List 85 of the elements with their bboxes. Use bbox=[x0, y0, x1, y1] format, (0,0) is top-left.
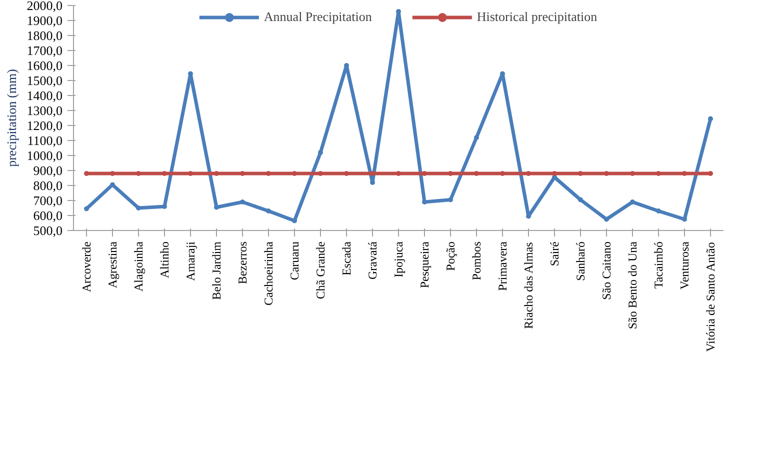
point bbox=[162, 171, 167, 176]
point bbox=[448, 197, 453, 202]
x-tick-label: Venturosa bbox=[678, 240, 692, 290]
x-tick-label: Pombos bbox=[470, 241, 484, 280]
y-tick-label: 1200,0 bbox=[26, 118, 62, 133]
legend-label: Annual Precipitation bbox=[264, 9, 372, 25]
x-tick-label: Riacho das Almas bbox=[522, 242, 536, 329]
x-tick-label: Alagoinha bbox=[132, 240, 146, 292]
point bbox=[474, 171, 479, 176]
point bbox=[266, 171, 271, 176]
x-tick-label: Sairé bbox=[548, 242, 562, 266]
point bbox=[656, 208, 661, 214]
y-tick-label: 2000,0 bbox=[26, 0, 62, 13]
point bbox=[448, 171, 453, 176]
y-tick-label: 900,0 bbox=[33, 163, 62, 178]
point bbox=[292, 218, 297, 224]
point bbox=[578, 171, 583, 176]
y-tick-label: 700,0 bbox=[33, 193, 62, 208]
point bbox=[708, 116, 713, 122]
y-tick-label: 1800,0 bbox=[26, 28, 62, 43]
point bbox=[162, 204, 167, 209]
x-tick-label: Poção bbox=[444, 242, 458, 271]
point bbox=[708, 171, 713, 176]
x-tick-label: Tacaimbó bbox=[652, 242, 666, 289]
y-axis-title: precipitation (mm) bbox=[4, 69, 19, 167]
point bbox=[188, 171, 193, 176]
x-tick-label: Cachoeirinha bbox=[262, 240, 276, 306]
x-tick-label: Gravatá bbox=[366, 240, 380, 280]
y-tick-label: 1000,0 bbox=[26, 148, 62, 163]
point bbox=[240, 171, 245, 176]
point bbox=[500, 171, 505, 176]
y-tick-label: 1500,0 bbox=[26, 73, 62, 88]
y-tick-label: 1100,0 bbox=[27, 133, 63, 148]
point bbox=[292, 171, 297, 176]
x-tick-label: Vitória de Santo Antão bbox=[704, 242, 718, 352]
point bbox=[396, 171, 401, 176]
y-tick-label: 800,0 bbox=[33, 178, 62, 193]
x-tick-label: Amaraji bbox=[184, 240, 198, 281]
point bbox=[110, 182, 115, 188]
point bbox=[526, 171, 531, 176]
legend-label: Historical precipitation bbox=[476, 9, 598, 25]
x-tick-label: Primavera bbox=[496, 240, 510, 291]
point bbox=[578, 197, 583, 202]
point bbox=[136, 206, 141, 210]
point bbox=[630, 200, 635, 204]
point bbox=[318, 150, 323, 155]
x-tick-label: Ipojuca bbox=[392, 240, 406, 278]
x-tick-label: Agrestina bbox=[106, 240, 120, 288]
point bbox=[110, 171, 115, 176]
x-tick-label: Belo Jardim bbox=[210, 240, 224, 300]
x-tick-label: Sanharó bbox=[574, 241, 588, 281]
x-tick-label: Arcoverde bbox=[80, 241, 94, 292]
point bbox=[240, 200, 245, 204]
point bbox=[266, 208, 271, 214]
point bbox=[604, 171, 609, 176]
point bbox=[422, 171, 427, 176]
point bbox=[136, 171, 141, 176]
point bbox=[214, 171, 219, 176]
y-tick-label: 1600,0 bbox=[26, 58, 62, 73]
x-tick-label: Pesqueira bbox=[418, 240, 432, 288]
point bbox=[630, 171, 635, 176]
x-tick-label: São Caitano bbox=[600, 241, 614, 300]
point bbox=[682, 171, 687, 176]
point bbox=[656, 171, 661, 176]
x-tick-label: São Bento do Una bbox=[626, 240, 640, 330]
x-tick-label: Bezerros bbox=[236, 241, 250, 284]
y-tick-label: 1900,0 bbox=[26, 13, 62, 28]
x-tick-label: Caruaru bbox=[288, 241, 302, 280]
point bbox=[318, 171, 323, 176]
point bbox=[344, 171, 349, 176]
x-tick-label: Escada bbox=[340, 240, 354, 276]
point bbox=[84, 171, 89, 176]
y-tick-label: 500,0 bbox=[33, 223, 62, 238]
x-tick-label: Chã Grande bbox=[314, 241, 328, 300]
point bbox=[422, 200, 427, 204]
y-tick-label: 1700,0 bbox=[26, 43, 62, 58]
y-tick-label: 600,0 bbox=[33, 208, 62, 223]
point bbox=[84, 206, 89, 212]
point bbox=[552, 171, 557, 176]
point bbox=[604, 216, 609, 222]
x-tick-label: Altinho bbox=[158, 241, 172, 278]
point bbox=[474, 135, 479, 140]
y-tick-label: 1300,0 bbox=[26, 103, 62, 118]
point bbox=[370, 171, 375, 176]
y-tick-label: 1400,0 bbox=[26, 88, 62, 103]
